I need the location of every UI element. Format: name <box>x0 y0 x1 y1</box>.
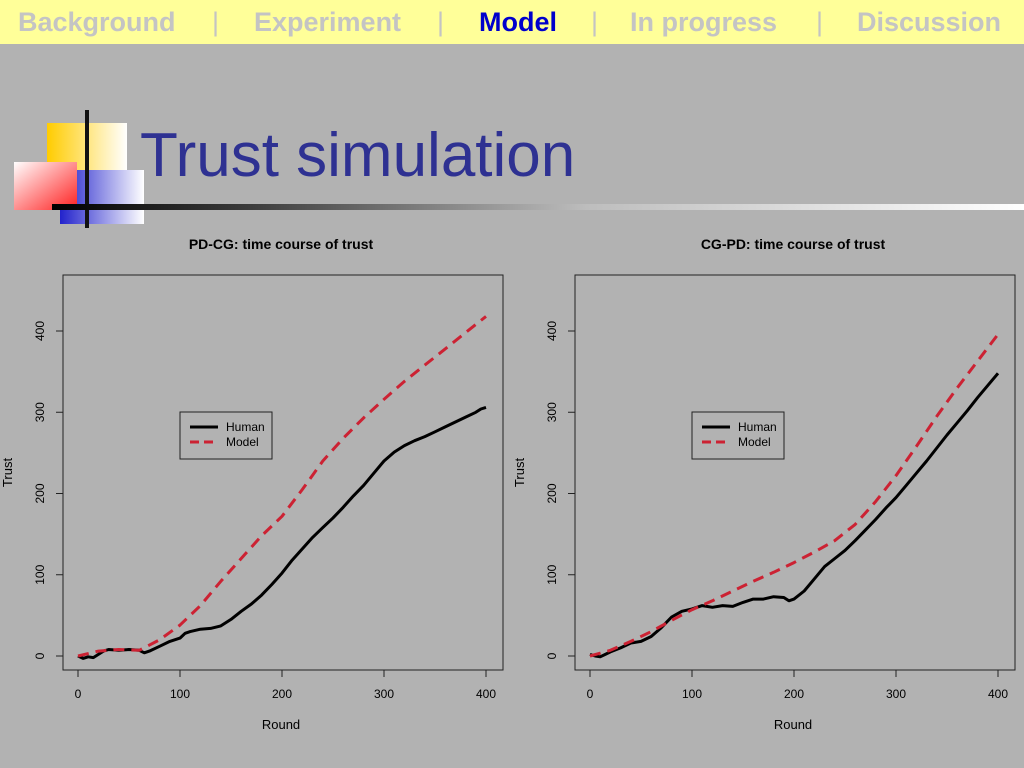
x-tick-label: 400 <box>476 687 496 701</box>
nav-item-model[interactable]: Model <box>479 7 557 37</box>
decorative-squares-logo <box>14 110 144 228</box>
y-tick-label: 100 <box>33 564 47 584</box>
x-tick-label: 100 <box>682 687 702 701</box>
x-tick-label: 300 <box>374 687 394 701</box>
plot-frame <box>574 274 1016 671</box>
legend-label: Human <box>226 420 265 434</box>
legend-label: Model <box>226 435 259 449</box>
title-underline <box>52 204 1024 210</box>
x-tick-label: 200 <box>272 687 292 701</box>
y-tick-label: 0 <box>545 652 559 659</box>
nav-bar: Background | Experiment | Model | In pro… <box>0 0 1024 44</box>
slide-title: Trust simulation <box>140 121 576 190</box>
chart-title: CG-PD: time course of trust <box>701 236 886 252</box>
series-line-model <box>589 333 1000 658</box>
nav-separator: | <box>591 7 599 37</box>
chart-title: PD-CG: time course of trust <box>189 236 374 252</box>
nav-item-in-progress[interactable]: In progress <box>630 7 778 37</box>
x-tick-label: 100 <box>170 687 190 701</box>
legend-label: Human <box>738 420 777 434</box>
x-tick-label: 200 <box>784 687 804 701</box>
y-tick-label: 100 <box>545 564 559 584</box>
legend-box <box>179 411 273 460</box>
y-tick-label: 300 <box>33 402 47 422</box>
x-tick-label: 0 <box>75 687 82 701</box>
y-tick-label: 300 <box>545 402 559 422</box>
chart-cg-pd: CG-PD: time course of trust 0 100 200 300 400… <box>512 236 1016 732</box>
series-line-human <box>589 372 1000 659</box>
series-line-human <box>77 405 487 660</box>
x-tick-label: 0 <box>587 687 594 701</box>
nav-item-discussion[interactable]: Discussion <box>857 7 1002 37</box>
y-tick-label: 400 <box>33 321 47 341</box>
legend-label: Model <box>738 435 771 449</box>
plot-frame <box>62 274 504 671</box>
chart-pd-cg: PD-CG: time course of trust 0 100 200 300 400… <box>0 236 504 732</box>
nav-item-background[interactable]: Background <box>18 7 176 37</box>
red-square <box>14 162 77 210</box>
series-line-model <box>77 315 487 658</box>
nav-separator: | <box>212 7 220 37</box>
y-tick-label: 400 <box>545 321 559 341</box>
x-axis-label: Round <box>262 717 300 732</box>
x-axis-label: Round <box>774 717 812 732</box>
nav-item-experiment[interactable]: Experiment <box>254 7 402 37</box>
y-tick-label: 200 <box>33 483 47 503</box>
x-tick-label: 400 <box>988 687 1008 701</box>
vertical-bar <box>85 110 89 228</box>
nav-separator: | <box>816 7 824 37</box>
x-tick-label: 300 <box>886 687 906 701</box>
y-tick-label: 0 <box>33 652 47 659</box>
legend-box <box>691 411 785 460</box>
nav-separator: | <box>437 7 445 37</box>
y-tick-label: 200 <box>545 483 559 503</box>
y-axis-label: Trust <box>0 458 15 488</box>
y-axis-label: Trust <box>512 458 527 488</box>
